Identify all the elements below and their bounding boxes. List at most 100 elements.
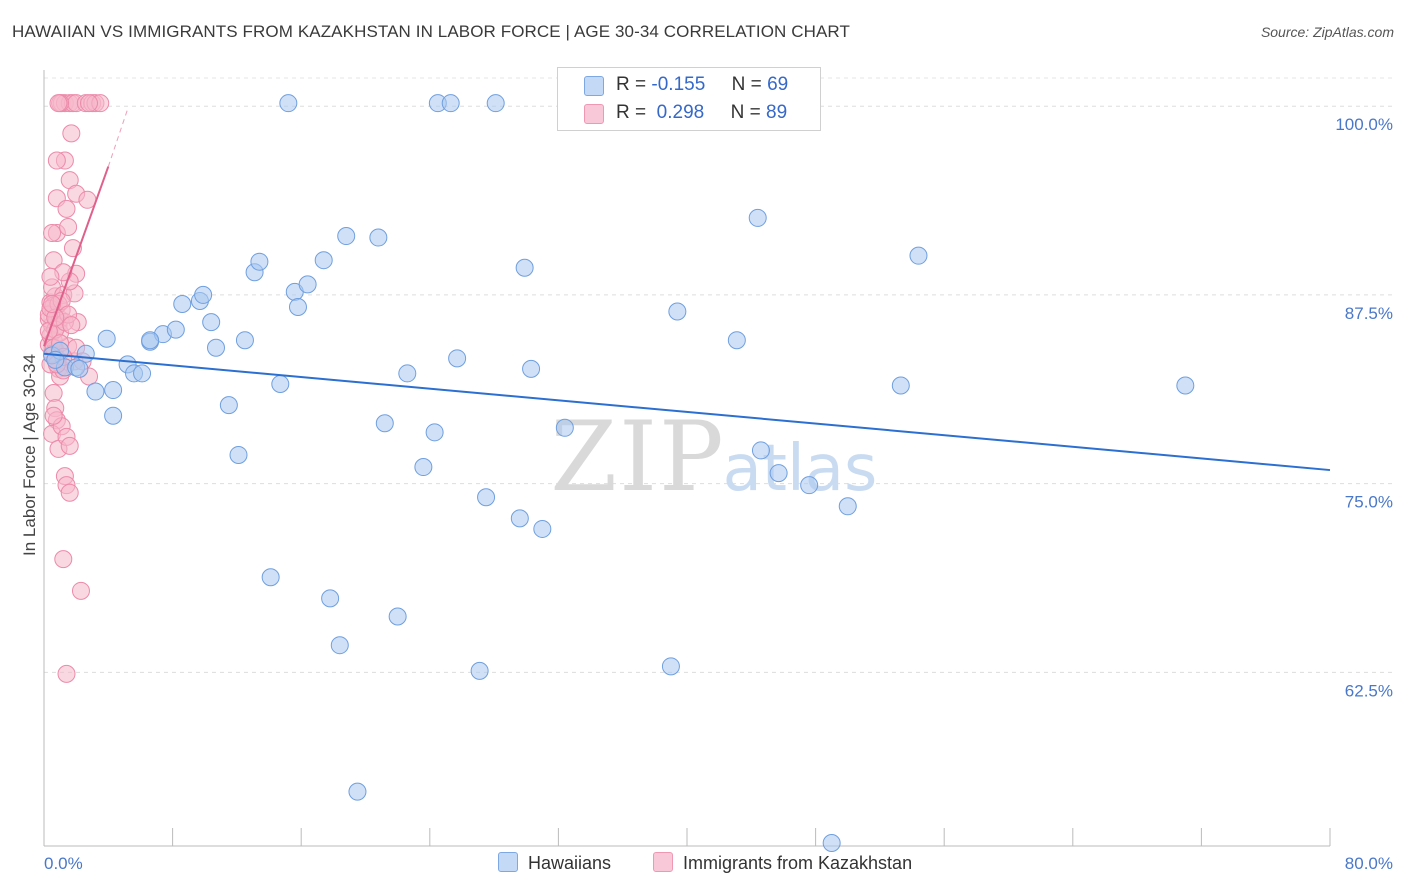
hawaiian-point [337,227,356,246]
hawaiian-point [425,423,444,442]
hawaiian-point [202,313,221,332]
hawaiian-point [86,382,105,401]
axes [43,70,1331,847]
hawaiian-point [769,464,788,483]
watermark-atlas: atlas [723,432,878,506]
hawaiian-point [141,331,160,350]
hawaiian-point [97,329,116,348]
legend-n-value-1: 69 [767,74,789,95]
kazakhstan-point [57,664,76,683]
hawaiian-point [515,258,534,277]
legend-n-label-2: N = [730,102,761,123]
hawaiian-point [388,607,407,626]
hawaiian-point [271,375,290,393]
bottom-legend-kazakhstan: Immigrants from Kazakhstan [653,852,912,874]
bottom-legend-swatch-pink [653,852,673,872]
hawaiian-point [166,320,185,339]
hawaiian-point [348,782,367,801]
hawaiian-point [533,519,552,538]
bottom-legend-swatch-blue [498,852,518,872]
hawaiian-point [414,458,433,477]
bottom-legend-hawaiians: Hawaiians [498,852,611,874]
hawaiian-point [909,246,928,265]
legend-r-label-2: R = [616,102,647,123]
hawaiian-point [668,302,687,321]
kazakhstan-point [57,199,76,218]
kazakhstan-trend-extension [107,109,129,167]
legend-n-value-2: 89 [766,102,788,123]
hawaiian-point [748,208,767,227]
kazakhstan-point [47,151,66,170]
kazakhstan-point [62,124,81,143]
kazakhstan-point [43,224,62,243]
hawaiian-point [891,376,910,395]
hawaiian-point [288,298,307,316]
gridlines [44,77,1392,673]
hawaiian-point [330,636,349,655]
hawaiian-point [219,396,238,415]
kazakhstan-trend-line [43,166,110,347]
hawaiian-points [43,94,1195,852]
bottom-legend-label-2: Immigrants from Kazakhstan [683,853,913,873]
hawaiian-point [727,331,746,350]
x-tick-label: 80.0% [1345,854,1393,873]
hawaiian-trend-line [43,352,1331,472]
hawaiian-point [70,359,89,378]
hawaiian-point [486,94,505,113]
hawaiian-point [398,364,417,383]
hawaiian-point [555,418,574,437]
kazakhstan-point [41,267,60,286]
kazakhstan-point [71,581,90,600]
legend-r-value-2: 0.298 [656,102,705,123]
legend-r-value-1: -0.155 [651,74,706,95]
hawaiian-point [470,661,489,680]
legend-swatch-blue [584,76,604,96]
source-label: Source: ZipAtlas.com [1260,24,1394,40]
y-tick-label: 87.5% [1345,304,1393,323]
hawaiian-point [1176,376,1195,395]
kazakhstan-point [80,94,99,113]
kazakhstan-point [44,406,63,425]
hawaiian-point [194,285,213,304]
hawaiian-point [441,94,460,113]
x-tick-label: 0.0% [44,854,83,873]
legend-n-label-1: N = [731,74,762,95]
hawaiian-point [298,275,317,294]
hawaiian-point [522,359,541,378]
x-tick-labels: 0.0% 80.0% [44,854,1393,873]
hawaiian-point [375,414,394,433]
hawaiian-point [104,406,123,425]
kazakhstan-point [59,217,78,236]
hawaiian-point [173,294,192,313]
kazakhstan-point [44,384,63,403]
watermark: ZIP atlas [550,401,877,513]
hawaiian-point [314,251,333,270]
bottom-legend-label-1: Hawaiians [528,853,612,873]
chart-title: HAWAIIAN VS IMMIGRANTS FROM KAZAKHSTAN I… [12,22,850,41]
trend-lines [43,109,1331,472]
correlation-legend: R = -0.155 N = 69 R = 0.298 N = 89 [557,67,821,131]
hawaiian-point [261,568,280,587]
hawaiian-point [661,657,680,676]
hawaiian-point [279,94,298,113]
y-tick-label: 75.0% [1345,493,1393,512]
y-tick-labels: 100.0% 87.5% 75.0% 62.5% [1335,115,1393,700]
kazakhstan-point [60,483,79,502]
hawaiian-point [207,338,226,357]
kazakhstan-point [54,550,73,569]
kazakhstan-point [49,94,68,113]
hawaiian-point [229,445,248,464]
hawaiian-point [448,349,467,368]
kazakhstan-point [62,316,81,335]
hawaiian-point [838,497,857,516]
hawaiian-point [822,833,841,852]
y-tick-label: 62.5% [1345,681,1393,700]
kazakhstan-point [43,294,62,313]
y-tick-label: 100.0% [1335,115,1393,134]
hawaiian-point [104,381,123,400]
hawaiian-point [76,344,95,363]
hawaiian-point [369,228,388,247]
hawaiian-point [235,331,254,350]
y-axis-label: In Labor Force | Age 30-34 [20,354,39,556]
